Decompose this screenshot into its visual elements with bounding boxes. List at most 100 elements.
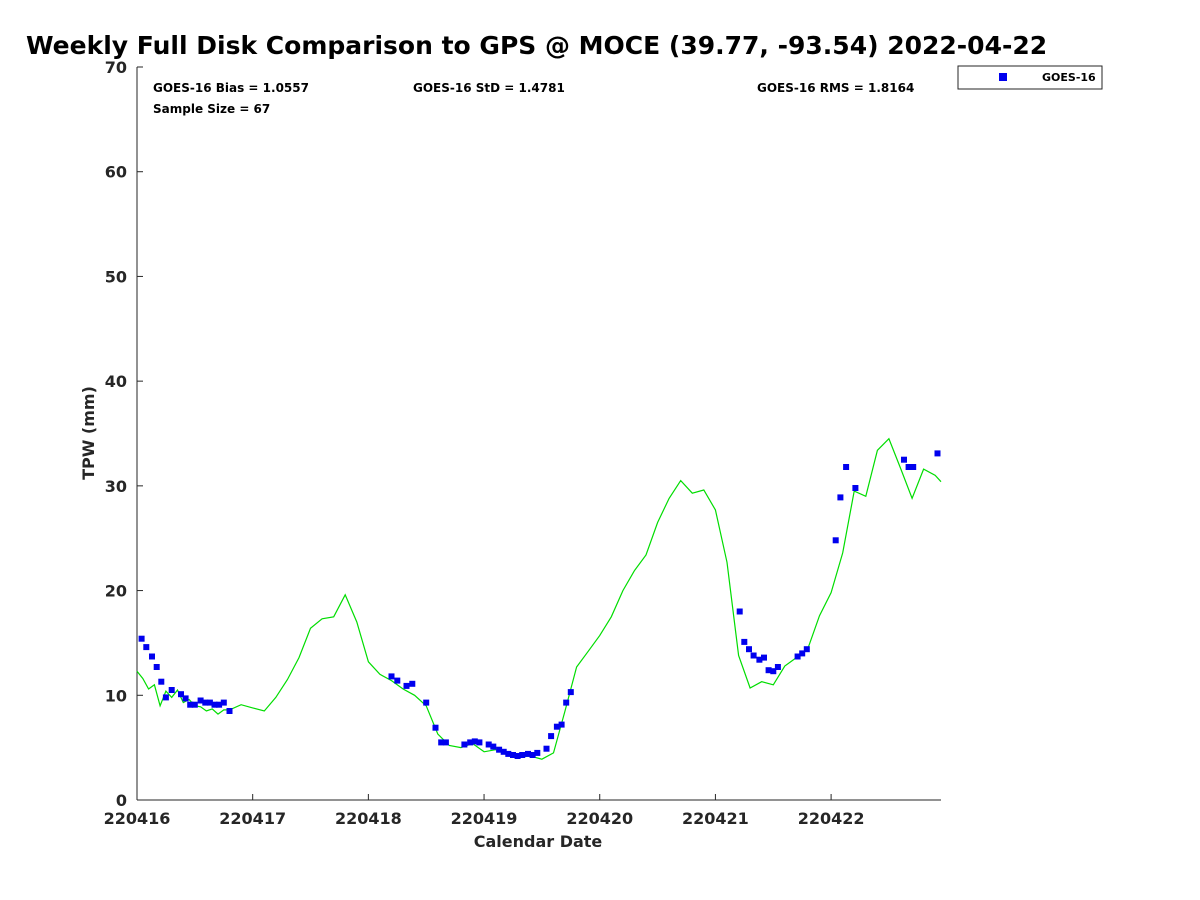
bias-stat: GOES-16 Bias = 1.0557 xyxy=(153,81,309,95)
goes-point xyxy=(206,699,213,706)
std-stat: GOES-16 StD = 1.4781 xyxy=(413,81,565,95)
goes-point xyxy=(741,638,748,645)
x-tick-label: 220419 xyxy=(451,809,518,828)
goes-point xyxy=(461,741,468,748)
goes-point xyxy=(432,724,439,731)
sample-size-stat: Sample Size = 67 xyxy=(153,102,270,116)
goes-point xyxy=(901,456,907,463)
x-tick-label: 220418 xyxy=(335,809,402,828)
x-tick-label: 220416 xyxy=(104,809,171,828)
goes-point xyxy=(191,701,198,708)
goes-point xyxy=(182,695,189,702)
goes-point xyxy=(774,664,781,670)
goes-point xyxy=(216,701,223,708)
y-axis-label: TPW (mm) xyxy=(79,386,98,480)
goes-point xyxy=(794,653,801,660)
goes-point xyxy=(553,723,560,730)
x-axis-ticks: 220416 220417 220418 220419 220420 220421 2204… xyxy=(104,794,865,828)
goes-point xyxy=(500,748,507,755)
goes-point xyxy=(505,750,512,757)
goes-point xyxy=(490,743,497,750)
goes-point xyxy=(756,656,763,663)
goes-point xyxy=(168,687,175,693)
goes-point xyxy=(158,678,165,685)
y-axis-ticks: 0 10 20 30 40 50 60 70 xyxy=(105,58,143,810)
goes-point xyxy=(211,701,218,708)
goes-point xyxy=(567,689,574,696)
x-tick-label: 220421 xyxy=(682,809,749,828)
goes-point xyxy=(388,673,395,680)
goes-point xyxy=(543,745,550,752)
goes-point xyxy=(563,699,570,706)
x-tick-label: 220420 xyxy=(566,809,633,828)
goes-point xyxy=(467,739,474,746)
goes-point xyxy=(403,682,410,689)
y-tick-label: 40 xyxy=(105,372,127,391)
goes-point xyxy=(197,697,204,704)
goes-point xyxy=(438,739,445,746)
goes-point xyxy=(149,653,155,660)
y-tick-label: 70 xyxy=(105,58,127,77)
legend: GOES-16 xyxy=(957,65,1103,90)
goes-point xyxy=(525,750,531,757)
goes-point xyxy=(187,701,194,708)
plot-area xyxy=(136,67,942,801)
goes-point xyxy=(442,739,449,746)
goes-point xyxy=(905,464,912,470)
rms-stat: GOES-16 RMS = 1.8164 xyxy=(757,81,914,95)
goes-point xyxy=(514,753,521,759)
y-tick-label: 50 xyxy=(105,267,127,286)
y-tick-label: 10 xyxy=(105,686,127,705)
legend-marker xyxy=(999,73,1007,81)
goes-point xyxy=(534,749,541,756)
y-tick-label: 20 xyxy=(105,582,127,601)
goes-point xyxy=(471,738,478,745)
goes-point xyxy=(423,699,430,706)
goes-point xyxy=(519,752,526,758)
goes-point xyxy=(162,694,169,701)
goes-point xyxy=(832,537,839,544)
goes-point xyxy=(529,752,536,758)
goes-point xyxy=(837,494,844,501)
goes-point xyxy=(220,699,227,706)
legend-label: GOES-16 xyxy=(1042,71,1096,84)
plot-frame xyxy=(137,67,941,800)
goes-point xyxy=(843,464,850,470)
goes-point xyxy=(934,450,941,457)
goes-point xyxy=(138,635,145,642)
goes-point xyxy=(476,739,483,746)
goes-point xyxy=(510,752,516,758)
goes-point xyxy=(736,608,743,615)
goes-point xyxy=(394,677,401,684)
y-tick-label: 60 xyxy=(105,163,127,182)
goes-point xyxy=(153,664,160,670)
goes-point xyxy=(496,746,503,753)
goes-point xyxy=(202,699,209,706)
goes-point xyxy=(558,721,565,728)
legend-box xyxy=(957,65,1103,90)
y-tick-label: 0 xyxy=(116,791,127,810)
goes-point xyxy=(770,668,777,675)
goes-point xyxy=(852,485,859,491)
x-tick-label: 220417 xyxy=(219,809,286,828)
goes-point xyxy=(143,644,150,651)
goes-point xyxy=(803,646,810,653)
stats-block: GOES-16 Bias = 1.0557 Sample Size = 67 G… xyxy=(153,81,914,116)
goes-point xyxy=(485,741,492,748)
x-axis-label: Calendar Date xyxy=(474,832,603,851)
goes-point xyxy=(765,667,772,674)
chart-title: Weekly Full Disk Comparison to GPS @ MOC… xyxy=(26,31,1047,60)
goes-point xyxy=(178,691,184,698)
x-tick-label: 220422 xyxy=(798,809,865,828)
goes-point xyxy=(750,652,757,659)
goes-point xyxy=(226,708,233,714)
goes-point xyxy=(761,654,767,661)
goes-point xyxy=(746,646,752,653)
y-tick-label: 30 xyxy=(105,477,127,496)
goes-point xyxy=(799,650,806,657)
goes-point xyxy=(409,680,416,687)
goes-series xyxy=(138,450,941,759)
goes-point xyxy=(548,733,555,740)
goes-point xyxy=(910,464,917,470)
